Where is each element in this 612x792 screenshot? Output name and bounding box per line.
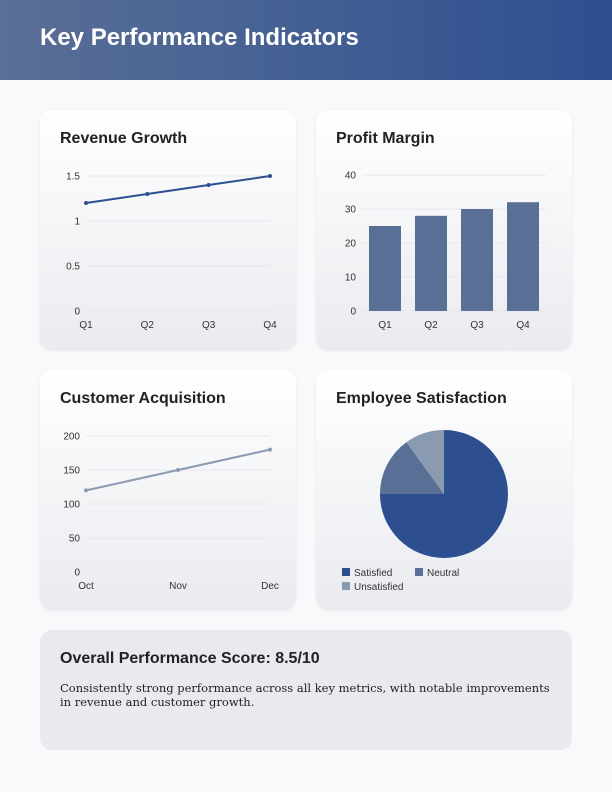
profit-card: Profit Margin 0 10 20 30 40 Q1 Q2 Q3 Q4: [316, 110, 572, 350]
y-tick-label: 40: [345, 171, 357, 182]
legend-label: Satisfied: [354, 568, 392, 579]
page-title: Key Performance Indicators: [40, 24, 359, 51]
y-tick-label: 1: [74, 217, 80, 228]
x-tick-label: Nov: [169, 581, 187, 592]
summary-title: Overall Performance Score: 8.5/10: [60, 650, 320, 667]
bar: [507, 202, 539, 311]
data-point: [268, 174, 272, 178]
bar: [369, 226, 401, 311]
data-point: [145, 192, 150, 196]
data-point: [176, 468, 180, 472]
x-tick-label: Q3: [202, 320, 216, 331]
legend-swatch: [342, 582, 350, 590]
legend-label: Neutral: [427, 568, 459, 579]
data-point: [84, 488, 88, 493]
summary-text: Consistently strong performance across a…: [60, 681, 550, 709]
legend-swatch: [415, 568, 423, 576]
y-tick-label: 0.5: [66, 262, 80, 273]
summary-card: Overall Performance Score: 8.5/10 Consis…: [40, 630, 572, 750]
y-tick-label: 0: [74, 568, 80, 579]
customer-chart: 0 50 100 150 200 Oct Nov Dec: [63, 432, 279, 593]
y-tick-label: 0: [350, 307, 356, 318]
revenue-card: Revenue Growth 0 0.5 1 1.5 Q1 Q2 Q3 Q4: [40, 110, 296, 350]
x-tick-label: Q1: [79, 320, 93, 331]
customer-card: Customer Acquisition 0 50 100 150 200 Oct Nov D…: [40, 370, 296, 610]
legend-label: Unsatisfied: [354, 582, 403, 593]
bar: [415, 215, 447, 311]
satisfaction-card: Employee Satisfaction Satisfied Neutral Un…: [316, 370, 572, 610]
legend-swatch: [342, 568, 350, 576]
revenue-chart: 0 0.5 1 1.5 Q1 Q2 Q3 Q4: [66, 172, 277, 332]
header: Key Performance Indicators: [0, 0, 612, 80]
y-tick-label: 30: [345, 205, 357, 216]
y-tick-label: 10: [345, 273, 357, 284]
pie-slice: [380, 442, 444, 494]
series-line: [85, 175, 271, 204]
x-tick-label: Q2: [424, 320, 438, 331]
profit-chart: 0 10 20 30 40 Q1 Q2 Q3 Q4: [345, 171, 546, 331]
y-tick-label: 1.5: [66, 172, 80, 183]
card-title: Revenue Growth: [60, 130, 188, 147]
x-tick-label: Q1: [378, 320, 392, 331]
satisfaction-chart: Satisfied Neutral Unsatisfied: [342, 430, 508, 593]
data-point: [84, 201, 88, 205]
bar: [461, 209, 493, 311]
card-title: Employee Satisfaction: [336, 390, 507, 407]
pie-slice: [406, 430, 444, 494]
y-tick-label: 20: [345, 239, 357, 250]
x-tick-label: Oct: [78, 581, 94, 592]
data-point: [206, 183, 211, 187]
y-tick-label: 150: [63, 466, 80, 477]
data-point: [268, 447, 272, 452]
y-tick-label: 0: [74, 307, 80, 318]
x-tick-label: Dec: [261, 581, 279, 592]
x-tick-label: Q3: [470, 320, 484, 331]
y-tick-label: 200: [63, 432, 80, 443]
card-title: Customer Acquisition: [60, 390, 226, 407]
y-tick-label: 50: [69, 534, 81, 545]
card-title: Profit Margin: [336, 130, 435, 147]
y-tick-label: 100: [63, 500, 80, 511]
x-tick-label: Q2: [141, 320, 155, 331]
x-tick-label: Q4: [516, 320, 530, 331]
x-tick-label: Q4: [263, 320, 277, 331]
